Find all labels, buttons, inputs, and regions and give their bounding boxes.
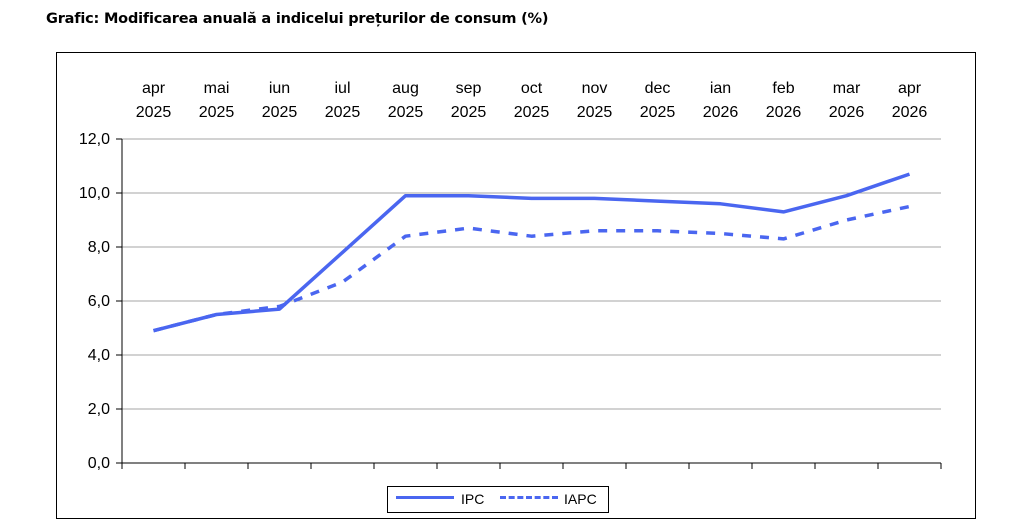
legend-iapc-line (500, 496, 558, 499)
x-tick-label-month: mar (833, 80, 861, 97)
chart-frame (56, 52, 976, 519)
y-tick-label: 10,0 (79, 185, 110, 202)
x-tick-label-year: 2026 (829, 104, 865, 121)
x-tick-label-month: ian (710, 80, 731, 97)
x-tick-label-month: apr (898, 80, 922, 97)
x-tick-label-year: 2026 (703, 104, 739, 121)
x-tick-label-year: 2025 (451, 104, 487, 121)
x-tick-label-month: feb (772, 80, 794, 97)
x-tick-label-year: 2025 (199, 104, 235, 121)
x-tick-label-month: dec (645, 80, 671, 97)
chart-title: Grafic: Modificarea anuală a indicelui p… (46, 11, 549, 27)
legend-ipc-line (396, 496, 454, 499)
x-tick-label-month: mai (204, 80, 230, 97)
y-tick-label: 0,0 (88, 455, 110, 472)
x-tick-label-month: apr (142, 80, 166, 97)
x-tick-label-month: nov (582, 80, 608, 97)
y-tick-label: 6,0 (88, 293, 110, 310)
y-tick-label: 8,0 (88, 239, 110, 256)
x-tick-label-month: aug (392, 80, 419, 97)
legend: IPC IAPC (387, 486, 609, 513)
x-tick-label-year: 2025 (388, 104, 424, 121)
x-tick-label-year: 2025 (514, 104, 550, 121)
series-line-iapc (153, 204, 910, 333)
x-tick-label-month: iul (334, 80, 350, 97)
x-tick-label-year: 2025 (577, 104, 613, 121)
x-tick-label-year: 2025 (136, 104, 172, 121)
series-line-ipc (153, 172, 911, 333)
legend-ipc-label: IPC (461, 491, 485, 507)
y-tick-label: 2,0 (88, 401, 110, 418)
x-tick-label-year: 2026 (766, 104, 802, 121)
x-tick-label-year: 2025 (640, 104, 676, 121)
x-tick-label-month: sep (456, 80, 482, 97)
x-tick-label-month: oct (521, 80, 543, 97)
y-tick-label: 12,0 (79, 131, 110, 148)
x-tick-label-year: 2025 (262, 104, 298, 121)
x-tick-label-month: iun (269, 80, 290, 97)
y-tick-label: 4,0 (88, 347, 110, 364)
legend-iapc-label: IAPC (564, 491, 597, 507)
x-tick-label-year: 2025 (325, 104, 361, 121)
x-tick-label-year: 2026 (892, 104, 928, 121)
